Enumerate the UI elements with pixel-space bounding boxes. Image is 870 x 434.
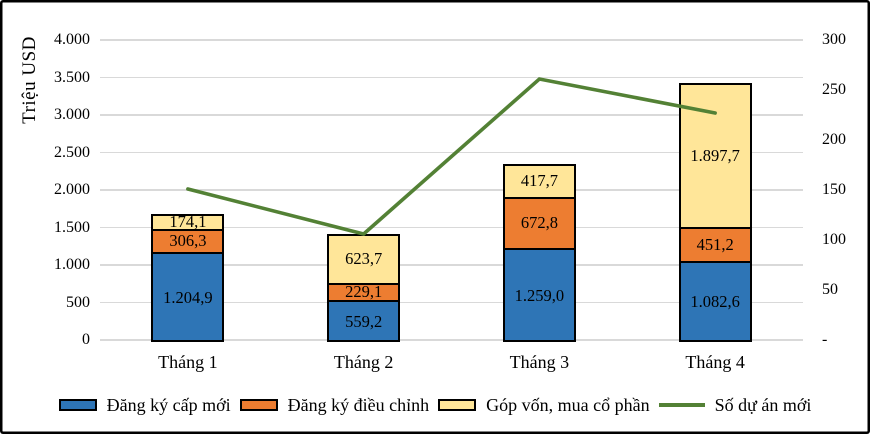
legend-swatch <box>438 399 477 411</box>
left-tick-label: 0 <box>82 331 90 348</box>
bar-segment-label: 306,3 <box>169 230 207 250</box>
left-tick-label: 4.000 <box>54 31 90 48</box>
bar-segment-label: 1.204,9 <box>163 287 213 307</box>
gridline <box>100 39 803 41</box>
legend-line-swatch <box>658 403 705 407</box>
bar-segment: 672,8 <box>504 197 574 248</box>
bar-segment: 1.259,0 <box>504 247 574 340</box>
stacked-bar: 1.897,7 451,2 1.082,6 <box>678 82 752 342</box>
bar-segment: 1.204,9 <box>153 251 223 340</box>
right-tick-label: 100 <box>822 231 846 248</box>
stacked-bar: 417,7 672,8 1.259,0 <box>502 163 576 342</box>
legend-item: Đăng ký cấp mới <box>58 394 231 416</box>
right-tick-label: 50 <box>822 281 838 298</box>
legend-item: Số dự án mới <box>658 394 812 416</box>
right-tick-label: 200 <box>822 131 846 148</box>
gridline <box>100 339 803 341</box>
bar-segment-label: 1.082,6 <box>690 292 740 312</box>
bar-segment-label: 229,1 <box>345 282 383 302</box>
bar-segment: 623,7 <box>329 236 399 283</box>
legend-label: Góp vốn, mua cổ phần <box>486 394 650 415</box>
left-tick-label: 2.500 <box>54 143 90 161</box>
bar-segment: 174,1 <box>153 215 223 229</box>
bar-segment-label: 672,8 <box>520 213 558 233</box>
legend-item: Đăng ký điều chỉnh <box>239 394 430 416</box>
left-tick-label: 2.000 <box>54 181 90 198</box>
left-tick-label: 1.500 <box>54 218 90 236</box>
stacked-bar: 623,7 229,1 559,2 <box>327 234 401 342</box>
legend-swatch <box>239 399 278 411</box>
bar-segment-label: 1.897,7 <box>690 145 740 165</box>
bar-segment: 417,7 <box>504 165 574 198</box>
legend-label: Số dự án mới <box>714 394 812 415</box>
gridline <box>100 301 803 304</box>
right-tick-label: 300 <box>822 31 846 48</box>
x-axis-label: Tháng 2 <box>333 352 394 372</box>
x-axis-label: Tháng 4 <box>685 352 745 372</box>
bar-segment: 1.082,6 <box>680 260 750 340</box>
gridline <box>100 264 803 266</box>
right-tick-label: - <box>822 331 828 348</box>
right-tick-label: 150 <box>822 181 846 198</box>
bar-segment: 229,1 <box>329 282 399 302</box>
x-axis-label: Tháng 3 <box>509 352 570 372</box>
x-axis-label: Tháng 1 <box>158 352 218 372</box>
stacked-bar: 174,1 306,3 1.204,9 <box>151 213 225 342</box>
legend-swatch <box>58 399 97 411</box>
trend-line <box>186 77 717 236</box>
right-tick-label: 250 <box>822 81 846 98</box>
legend-label: Đăng ký cấp mới <box>106 394 231 415</box>
bar-segment-label: 623,7 <box>345 249 383 269</box>
bar-segment: 306,3 <box>153 228 223 252</box>
gridline <box>100 76 803 79</box>
bar-segment-label: 417,7 <box>520 171 558 191</box>
bar-segment: 451,2 <box>680 226 750 261</box>
bar-segment-label: 559,2 <box>345 311 383 331</box>
legend-item: Góp vốn, mua cổ phần <box>438 394 650 416</box>
legend: Đăng ký cấp mới Đăng ký điều chỉnh Góp vốn… <box>0 391 870 419</box>
left-tick-label: 3.500 <box>54 68 90 86</box>
bar-segment-label: 1.259,0 <box>514 285 565 305</box>
bar-segment: 1.897,7 <box>680 84 750 227</box>
bar-segment: 559,2 <box>329 300 399 340</box>
left-tick-label: 3.000 <box>54 106 90 123</box>
bar-segment-label: 451,2 <box>696 234 734 254</box>
legend-label: Đăng ký điều chỉnh <box>287 394 430 415</box>
left-tick-label: 500 <box>66 293 90 311</box>
left-tick-label: 1.000 <box>54 256 90 273</box>
